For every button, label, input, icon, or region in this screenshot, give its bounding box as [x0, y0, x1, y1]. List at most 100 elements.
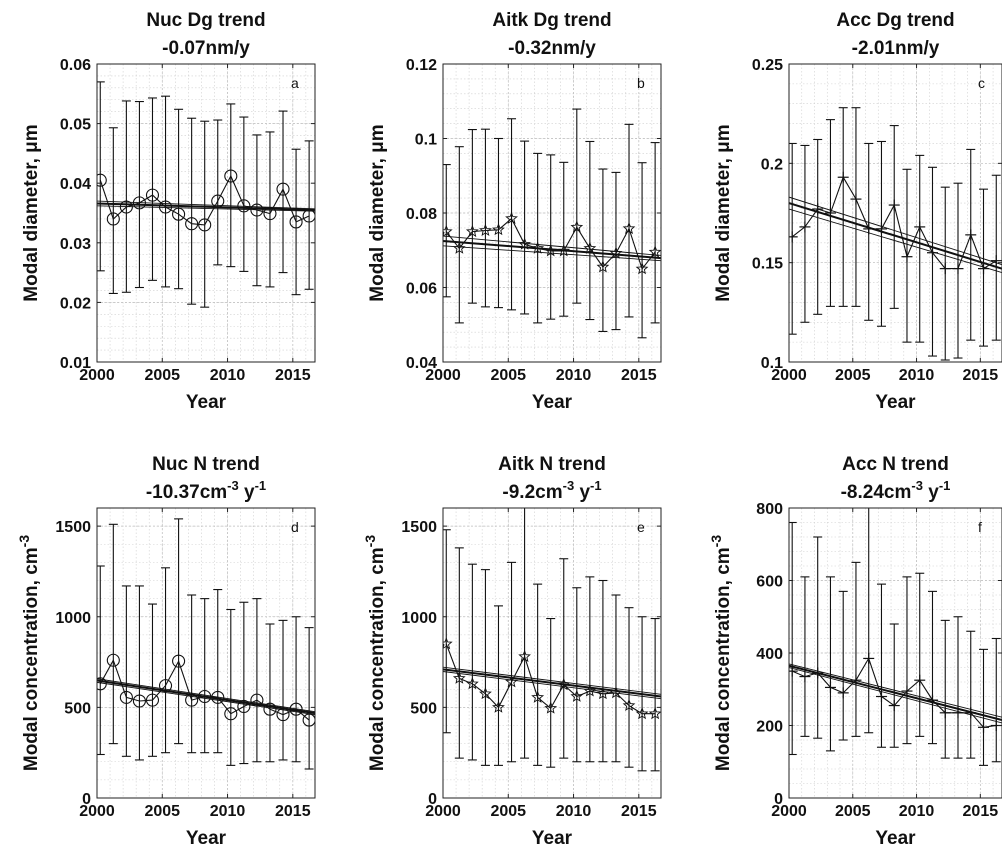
data-point: [570, 689, 584, 702]
error-bar: [520, 508, 530, 759]
data-point: [237, 699, 251, 714]
data-layer: [97, 518, 315, 770]
data-point: [505, 211, 518, 224]
trend-lower-line: [789, 208, 1002, 274]
trend-subtitle: -8.24cm-3 y-1: [841, 478, 951, 503]
data-point: [978, 263, 990, 275]
y-axis-label: Modal diameter, μm: [367, 124, 388, 301]
error-bar: [559, 161, 569, 317]
y-tick-label: 0.02: [60, 295, 91, 312]
error-bar: [134, 100, 144, 289]
error-bar: [572, 587, 582, 763]
data-point: [824, 207, 836, 219]
y-axis-label-sup: -3: [16, 535, 32, 548]
data-point: [145, 188, 160, 202]
axes-box: [96, 63, 316, 363]
trend-value: -0.07nm/y: [162, 38, 250, 59]
ticks: [442, 63, 661, 363]
error-bar: [889, 623, 899, 748]
data-point: [850, 193, 862, 205]
data-point: [479, 223, 492, 236]
data-point: [224, 707, 238, 721]
data-point: [132, 196, 146, 210]
panel-c: 2000 2005 2010 2015 0.1 0.15 0.2 0.25 c Acc Dg tr…: [713, 10, 1002, 413]
data-point: [289, 702, 303, 716]
error-bar: [876, 583, 886, 748]
trend-lower-line: [97, 681, 315, 716]
y-tick-label: 0.2: [761, 156, 783, 173]
trend-upper-line: [443, 235, 661, 256]
x-tick-label: 2010: [899, 367, 935, 384]
data-point: [850, 674, 862, 686]
data-point: [888, 700, 900, 712]
data-point: [237, 199, 251, 213]
x-tick-label: 2010: [899, 803, 935, 820]
error-bar: [121, 585, 131, 757]
x-tick-label: 2000: [79, 803, 115, 820]
panel-b: 2000 2005 2010 2015 0.04 0.06 0.08 0.1 0.12 b Aitk…: [367, 10, 662, 413]
data-point: [505, 675, 519, 688]
y-tick-label: 0.08: [406, 206, 437, 223]
y-tick-label: 0.01: [60, 355, 91, 372]
trend-subtitle: -9.2cm-3 y-1: [502, 478, 601, 503]
data-point: [952, 263, 964, 275]
data-point: [443, 224, 453, 238]
data-point: [888, 199, 900, 211]
error-bar: [559, 558, 569, 759]
y-tick-label: 800: [756, 501, 783, 518]
trend-unit-sup: -3: [911, 478, 923, 493]
error-bar: [291, 616, 301, 763]
data-point: [531, 241, 545, 254]
data-point: [596, 260, 610, 273]
trend-unit-sup: -3: [563, 478, 575, 493]
trend-lower-line: [789, 667, 1002, 724]
x-tick-label: 2015: [963, 803, 999, 820]
data-point: [211, 194, 225, 208]
error-bar: [304, 627, 314, 770]
error-bar: [966, 630, 976, 759]
y-tick-label: 1500: [401, 519, 437, 536]
error-bar: [304, 140, 314, 290]
y-tick-label: 0.06: [60, 57, 91, 74]
trend-subtitle: -0.07nm/y: [162, 38, 250, 59]
x-tick-label: 2010: [556, 367, 592, 384]
error-bar: [213, 589, 223, 754]
trend-line: [443, 668, 661, 698]
data-point: [837, 687, 849, 699]
error-bar: [637, 162, 647, 339]
data-point: [479, 687, 492, 700]
error-bar: [533, 583, 543, 766]
error-bar: [187, 117, 197, 305]
y-axis-label-text: Modal concentration, cm: [713, 547, 734, 771]
series-line: [445, 643, 656, 715]
plot-area: [97, 64, 315, 362]
data-point: [263, 207, 277, 221]
error-bar: [278, 110, 288, 274]
data-point: [158, 679, 173, 693]
error-bar: [108, 523, 118, 745]
data-point: [978, 721, 990, 733]
error-bar: [572, 108, 582, 304]
x-tick-label: 2005: [490, 803, 526, 820]
data-point: [198, 218, 212, 232]
y-tick-label: 0.25: [752, 57, 783, 74]
data-point: [557, 677, 571, 691]
y-tick-label: 0.03: [60, 236, 91, 253]
panel-f: 2000 2005 2010 2015 0 200 400 600 800 f Acc N tren…: [708, 454, 1002, 849]
error-bar: [480, 128, 490, 308]
y-axis-label-text: Modal concentration, cm: [21, 547, 42, 771]
error-bar: [598, 579, 608, 763]
error-bar: [611, 594, 621, 763]
data-point: [518, 237, 531, 250]
data-point: [289, 215, 303, 229]
error-bar: [147, 603, 157, 757]
data-point: [789, 665, 798, 677]
data-point: [863, 652, 875, 664]
y-tick-label: 0.1: [761, 355, 783, 372]
trend-subtitle: -0.32nm/y: [508, 38, 596, 59]
y-tick-label: 500: [410, 700, 437, 717]
error-bar: [226, 103, 236, 268]
x-tick-label: 2000: [425, 803, 461, 820]
data-point: [97, 677, 107, 691]
trend-lower-line: [97, 205, 315, 212]
